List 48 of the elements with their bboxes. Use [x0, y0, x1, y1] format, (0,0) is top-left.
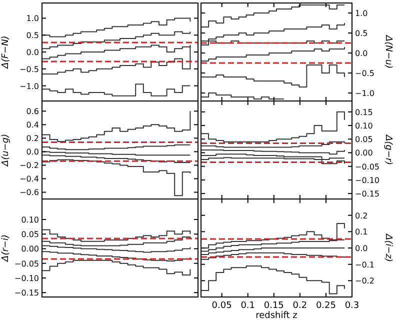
- x-tick-label: 0.3: [344, 301, 360, 311]
- y-tick-label: 0.10: [21, 215, 39, 224]
- y-axis-title: Δ(i−z): [383, 233, 393, 262]
- y-axis-title: Δ(g−r): [383, 134, 393, 166]
- x-tick-label: 0.2: [292, 301, 308, 311]
- y-tick-label: 1.0: [26, 14, 39, 24]
- y-tick-label: 0.10: [355, 122, 373, 130]
- x-tick-label: 0.15: [264, 301, 284, 311]
- y-tick-label: −0.10: [14, 274, 39, 283]
- y-tick-label: 0.0: [355, 244, 368, 253]
- x-tick-label: 0.25: [316, 301, 336, 311]
- y-tick-label: 0.1: [355, 228, 368, 237]
- y-tick-label: −0.6: [20, 188, 39, 198]
- y-tick-label: −0.05: [355, 162, 380, 172]
- y-tick-label: 0.0: [26, 148, 39, 157]
- y-tick-label: −0.2: [355, 276, 374, 286]
- y-tick-label: −0.1: [355, 260, 374, 270]
- y-tick-label: 0.2: [26, 134, 39, 144]
- y-tick-label: 0.00: [355, 148, 373, 158]
- y-tick-label: −0.5: [20, 64, 39, 74]
- y-tick-label: −0.15: [355, 190, 380, 199]
- y-tick-label: 1.0: [355, 9, 368, 18]
- y-axis-title: Δ(N−u): [383, 34, 393, 69]
- y-tick-label: 0.4: [26, 120, 39, 130]
- y-tick-label: −0.15: [14, 288, 39, 298]
- x-axis-title: redshift z: [256, 311, 298, 320]
- y-tick-label: −1.0: [20, 82, 39, 91]
- y-tick-label: 0.05: [355, 135, 373, 144]
- y-tick-label: −0.05: [14, 259, 39, 268]
- x-tick-label: 0.1: [240, 301, 256, 311]
- y-tick-label: 0.00: [21, 244, 39, 254]
- y-tick-label: 0.2: [355, 211, 368, 220]
- y-axis-title: Δ(r−i): [1, 234, 11, 262]
- y-tick-label: 0.05: [21, 230, 39, 240]
- y-tick-label: −0.10: [355, 176, 380, 185]
- y-axis-title: Δ(u−g): [1, 134, 11, 168]
- y-axis-title: Δ(F−N): [1, 36, 11, 70]
- y-tick-label: 0.0: [26, 48, 39, 57]
- y-tick-label: 0.6: [26, 107, 39, 116]
- y-tick-label: 0.15: [355, 108, 373, 117]
- y-tick-label: 0.5: [355, 29, 368, 38]
- y-tick-label: −0.4: [20, 174, 39, 184]
- y-tick-label: −1.0: [355, 89, 374, 98]
- y-tick-label: −0.5: [355, 69, 374, 78]
- y-tick-label: −0.2: [20, 161, 39, 170]
- y-tick-label: 0.0: [355, 49, 368, 58]
- x-tick-label: 0.05: [212, 301, 232, 311]
- y-tick-label: 0.5: [26, 31, 39, 40]
